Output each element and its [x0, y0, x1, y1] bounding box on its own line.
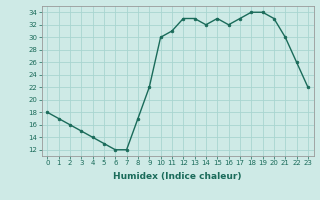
X-axis label: Humidex (Indice chaleur): Humidex (Indice chaleur)	[113, 172, 242, 181]
